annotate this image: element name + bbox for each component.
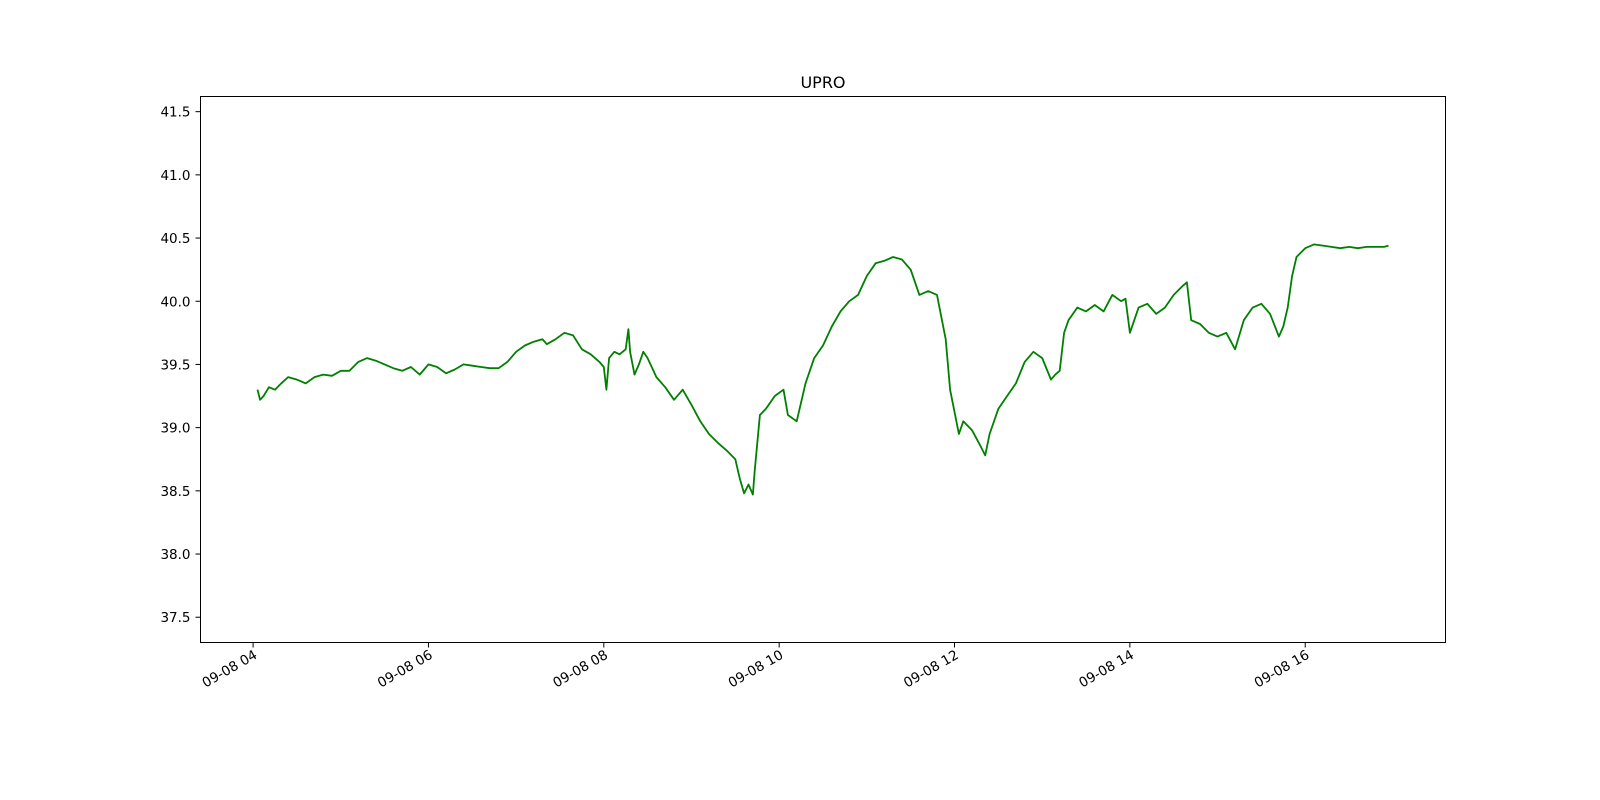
- x-axis: 09-08 04 09-08 06 09-08 08 09-08 10 09-08 12…: [200, 642, 1313, 691]
- y-axis: 37.5 38.0 38.5 39.0 39.5 40.0 40.5 41.0 41.5: [160, 105, 201, 626]
- y-tick-label: 37.5: [160, 610, 190, 626]
- x-tick-label: 09-08 12: [901, 647, 962, 691]
- y-tick-label: 38.5: [160, 484, 190, 500]
- series-line-0: [256, 243, 1389, 496]
- x-tick-label: 09-08 06: [375, 647, 436, 691]
- y-tick-label: 41.5: [160, 105, 190, 121]
- plot-area: [256, 243, 1389, 496]
- x-tick-label: 09-08 10: [726, 647, 787, 691]
- y-tick-label: 41.0: [160, 168, 190, 184]
- y-tick-label: 39.5: [160, 357, 190, 373]
- y-tick-label: 40.5: [160, 231, 190, 247]
- x-tick-label: 09-08 08: [550, 647, 611, 691]
- x-tick-label: 09-08 16: [1252, 647, 1313, 691]
- plot-frame: [200, 96, 1446, 643]
- chart-title: UPRO: [800, 73, 845, 92]
- y-tick-label: 38.0: [160, 547, 190, 563]
- x-tick-label: 09-08 04: [200, 647, 261, 691]
- x-tick-label: 09-08 14: [1076, 647, 1137, 691]
- y-tick-label: 40.0: [160, 294, 190, 310]
- y-tick-label: 39.0: [160, 421, 190, 437]
